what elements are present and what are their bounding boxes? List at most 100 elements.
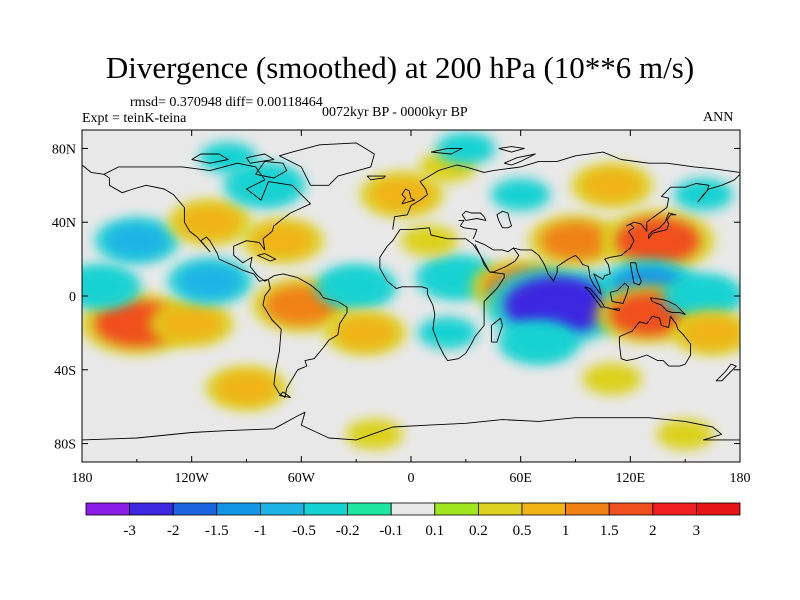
x-tick-label: 120W xyxy=(175,471,210,486)
coastline xyxy=(498,146,525,153)
colorbar-swatch xyxy=(390,502,436,516)
colorbar-label: 1.5 xyxy=(600,523,619,539)
coastlines xyxy=(82,142,740,441)
anomaly-blob xyxy=(199,142,257,174)
chart-title: Divergence (smoothed) at 200 hPa (10**6 … xyxy=(105,50,695,85)
colorbar-label: 0.1 xyxy=(425,523,444,539)
anomaly-blob xyxy=(252,224,314,258)
coastline xyxy=(278,391,291,398)
colorbar-label: -1.5 xyxy=(205,523,229,539)
anomaly-blob xyxy=(582,363,642,395)
coastline xyxy=(366,175,386,181)
colorbar-swatch xyxy=(652,502,697,516)
coastline xyxy=(379,227,505,362)
anomaly-core xyxy=(536,293,579,317)
anomaly-blob xyxy=(82,270,131,304)
anomaly-core xyxy=(119,314,154,333)
coastline xyxy=(496,210,512,229)
anomaly-core xyxy=(632,305,665,324)
coastline xyxy=(278,142,375,186)
anomaly-blob xyxy=(178,205,242,240)
colorbar-swatch xyxy=(696,502,741,516)
anomaly-blob xyxy=(105,223,169,258)
colorbar-swatch xyxy=(565,502,610,516)
x-tick-label: 180 xyxy=(72,471,93,486)
coastline xyxy=(504,153,536,166)
coastline xyxy=(513,173,740,295)
coastline xyxy=(474,240,520,273)
coastline xyxy=(609,282,629,304)
anomaly-blob xyxy=(417,316,478,349)
coastline xyxy=(461,210,487,221)
coastline xyxy=(490,317,503,343)
y-tick-label: 0 xyxy=(69,290,76,305)
anomaly-blob xyxy=(672,279,734,313)
colorbar-swatch xyxy=(85,502,130,516)
y-tick-label: 40S xyxy=(54,364,76,379)
coastline xyxy=(629,262,642,286)
coastline xyxy=(618,315,692,367)
colorbar-label: 2 xyxy=(649,523,657,539)
anomaly-blob xyxy=(160,306,224,341)
anomaly-blob xyxy=(682,316,740,350)
coastline xyxy=(255,160,288,179)
anomaly-core xyxy=(640,231,675,250)
colorbar-swatch xyxy=(347,502,392,516)
colorbar-swatch xyxy=(259,502,305,516)
colorbar-label: -0.2 xyxy=(336,523,360,539)
coastline xyxy=(262,273,348,398)
anomaly-blob xyxy=(234,168,296,202)
coastline xyxy=(648,212,677,240)
x-tick-label: 180 xyxy=(730,471,751,486)
coastline xyxy=(604,306,620,312)
y-tick-label: 80N xyxy=(52,142,76,157)
anomaly-blob xyxy=(325,270,387,304)
colorbar-label: 0.5 xyxy=(513,523,532,539)
colorbar-swatch xyxy=(608,502,654,516)
anomaly-blob xyxy=(334,316,396,350)
colorbar-label: -0.1 xyxy=(379,523,403,539)
experiment-label: Expt = teinK-teina xyxy=(82,111,187,126)
colorbar-swatch xyxy=(129,502,174,516)
anomaly-blob xyxy=(178,264,242,299)
x-tick-label: 60E xyxy=(509,471,532,486)
colorbar-label: -0.5 xyxy=(292,523,316,539)
x-tick-label: 120E xyxy=(616,471,646,486)
anomaly-field xyxy=(82,132,740,450)
coastline xyxy=(584,286,606,308)
coastline xyxy=(392,151,740,230)
coastline xyxy=(458,219,478,240)
coastline xyxy=(649,297,686,315)
anomaly-blob xyxy=(216,371,277,405)
anomaly-blob xyxy=(400,225,458,257)
coastline xyxy=(82,411,740,441)
coastline xyxy=(246,153,275,164)
colorbar-swatch xyxy=(477,502,523,516)
anomaly-blob xyxy=(540,221,611,260)
colorbar-label: 1 xyxy=(562,523,570,539)
coastline xyxy=(431,147,463,155)
period-label: 0072kyr BP - 0000kyr BP xyxy=(322,105,468,120)
colorbar-swatch xyxy=(172,502,218,516)
colorbar-label: -1 xyxy=(254,523,267,539)
colorbar-swatch xyxy=(521,502,566,516)
coastline xyxy=(103,162,311,282)
x-tick-label: 0 xyxy=(408,471,415,486)
colorbar-swatch xyxy=(303,502,348,516)
y-tick-label: 40N xyxy=(52,216,76,231)
y-tick-label: 80S xyxy=(54,438,76,453)
colorbar-swatch xyxy=(216,502,261,516)
coastline xyxy=(715,363,737,382)
coastline xyxy=(82,164,104,175)
anomaly-blob xyxy=(508,325,570,359)
anomaly-blob xyxy=(491,178,551,211)
colorbar-label: -3 xyxy=(123,523,136,539)
coastline xyxy=(401,188,416,205)
anomaly-blob xyxy=(345,418,404,450)
colorbar-swatch xyxy=(434,502,479,516)
coastline xyxy=(257,253,277,262)
season-label: ANN xyxy=(703,110,734,125)
colorbar-label: 3 xyxy=(693,523,701,539)
